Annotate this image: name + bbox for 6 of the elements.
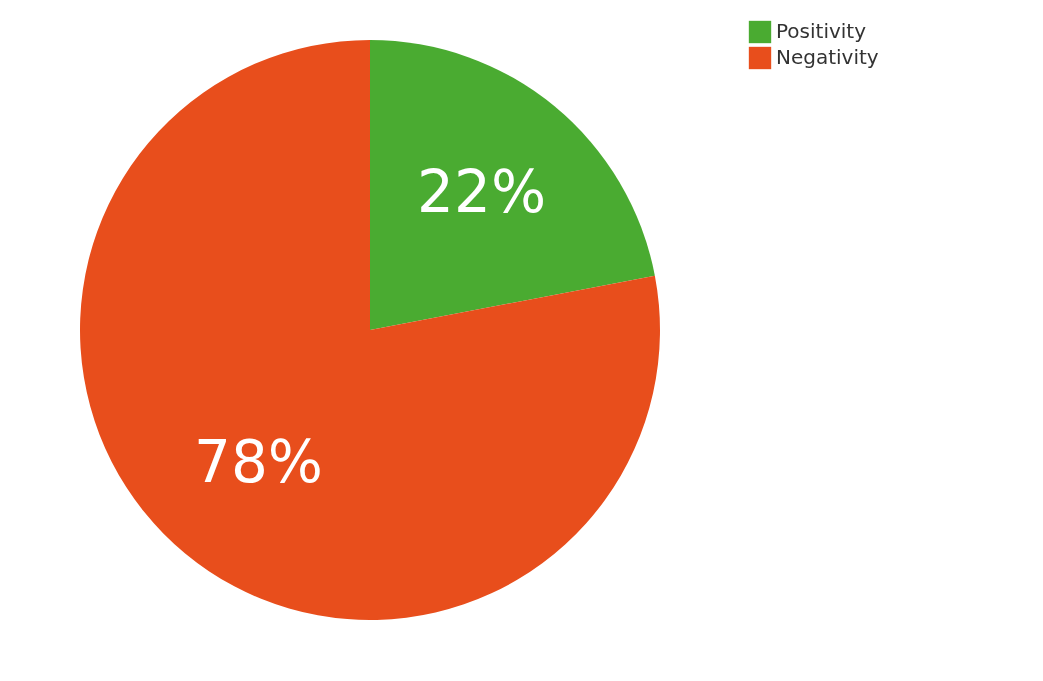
legend-label: Negativity [776,45,879,69]
legend-label: Positivity [776,19,867,43]
pie-slice [80,40,660,620]
pie-slice [370,40,655,330]
data-label: 78% [193,427,323,496]
data-label: 22% [417,158,547,227]
